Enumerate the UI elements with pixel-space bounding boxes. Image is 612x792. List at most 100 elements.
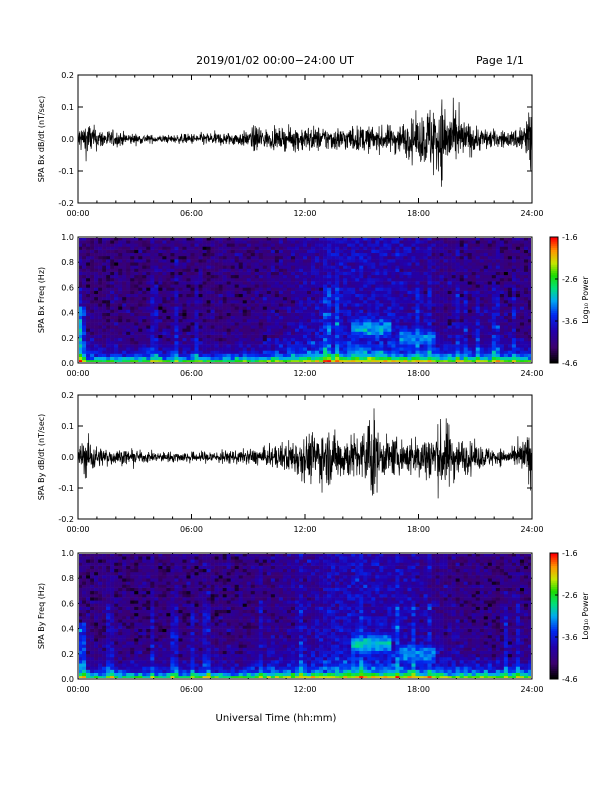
spectrogram-cell bbox=[246, 281, 252, 285]
spectrogram-cell bbox=[262, 284, 268, 288]
spectrogram-cell bbox=[487, 331, 493, 335]
spectrogram-cell bbox=[206, 318, 211, 323]
spectrogram-cell bbox=[166, 249, 171, 254]
spectrogram-cell bbox=[98, 356, 103, 361]
spectrogram-cell bbox=[375, 246, 380, 250]
spectrogram-cell bbox=[138, 309, 143, 313]
spectrogram-cell bbox=[515, 296, 521, 301]
spectrogram-cell bbox=[114, 249, 119, 254]
spectrogram-cell bbox=[250, 344, 256, 348]
spectrogram-cell bbox=[487, 303, 493, 307]
spectrogram-cell bbox=[290, 268, 296, 272]
spectrogram-cell bbox=[367, 296, 372, 301]
spectrogram-cell bbox=[419, 246, 424, 250]
spectrogram-cell bbox=[339, 271, 344, 276]
spectrogram-cell bbox=[431, 315, 436, 320]
spectrogram-cell bbox=[503, 243, 509, 247]
spectrogram-cell bbox=[82, 293, 87, 298]
spectrogram-cell bbox=[367, 265, 372, 269]
spectrogram-cell bbox=[194, 325, 199, 329]
spectrogram-cell bbox=[375, 340, 380, 345]
spectrogram-cell bbox=[415, 296, 420, 301]
colorbar-cell bbox=[550, 333, 558, 337]
spectrogram-cell bbox=[290, 325, 296, 329]
spectrogram-cell bbox=[475, 265, 481, 269]
spectrogram-cell bbox=[142, 318, 147, 323]
spectrogram-cell bbox=[262, 315, 268, 320]
spectrogram-cell bbox=[242, 265, 248, 269]
spectrogram-cell bbox=[407, 246, 412, 250]
spectrogram-cell bbox=[134, 325, 139, 329]
spectrogram-cell bbox=[359, 322, 364, 326]
spectrogram-cell bbox=[395, 312, 400, 317]
spectrogram-cell bbox=[475, 340, 481, 345]
spectrogram-cell bbox=[507, 328, 513, 332]
spectrogram-cell bbox=[294, 303, 300, 307]
spectrogram-cell bbox=[435, 287, 440, 291]
spectrogram-cell bbox=[419, 322, 424, 326]
spectrogram-cell bbox=[258, 277, 264, 282]
colorbar-cell bbox=[550, 283, 558, 286]
spectrogram-cell bbox=[515, 249, 521, 254]
spectrogram-cell bbox=[238, 300, 244, 304]
spectrogram-cell bbox=[118, 315, 123, 320]
spectrogram-cell bbox=[222, 238, 227, 241]
spectrogram-cell bbox=[162, 243, 167, 247]
spectrogram-cell bbox=[523, 293, 529, 298]
spectrogram-cell bbox=[230, 325, 235, 329]
spectrogram-cell bbox=[479, 268, 485, 272]
spectrogram-cell bbox=[399, 277, 404, 282]
spectrogram-cell bbox=[102, 306, 107, 310]
spectrogram-cell bbox=[411, 325, 416, 329]
spectrogram-cell bbox=[226, 271, 231, 276]
spectrogram-cell bbox=[174, 240, 179, 244]
spectrogram-cell bbox=[254, 293, 260, 298]
spectrogram-cell bbox=[262, 325, 268, 329]
spectrogram-cell bbox=[475, 353, 481, 357]
spectrogram-cell bbox=[319, 334, 324, 339]
spectrogram-cell bbox=[94, 347, 99, 351]
spectrogram-cell bbox=[419, 356, 424, 361]
spectrogram-cell bbox=[154, 359, 159, 362]
spectrogram-cell bbox=[222, 284, 227, 288]
spectrogram-cell bbox=[286, 328, 292, 332]
spectrogram-cell bbox=[158, 274, 163, 279]
spectrogram-cell bbox=[262, 290, 268, 294]
spectrogram-cell bbox=[234, 281, 240, 285]
spectrogram-cell bbox=[254, 262, 260, 266]
spectrogram-cell bbox=[467, 252, 473, 257]
spectrogram-cell bbox=[523, 287, 529, 291]
spectrogram-cell bbox=[343, 309, 348, 313]
spectrogram-cell bbox=[218, 293, 223, 298]
spectrogram-cell bbox=[82, 287, 87, 291]
spectrogram-cell bbox=[230, 287, 235, 291]
spectrogram-cell bbox=[146, 334, 151, 339]
spectrogram-cell bbox=[274, 274, 280, 279]
spectrogram-cell bbox=[511, 259, 517, 263]
spectrogram-cell bbox=[230, 274, 235, 279]
spectrogram-cell bbox=[375, 240, 380, 244]
spectrogram-cell bbox=[102, 344, 107, 348]
spectrogram-cell bbox=[126, 350, 131, 354]
spectrogram-cell bbox=[327, 268, 332, 272]
spectrogram-cell bbox=[423, 318, 428, 323]
colorbar-cell bbox=[550, 249, 558, 253]
spectrogram-cell bbox=[395, 322, 400, 326]
spectrogram-cell bbox=[343, 318, 348, 323]
spectrogram-cell bbox=[154, 331, 159, 335]
spectrogram-cell bbox=[367, 287, 372, 291]
spectrogram-cell bbox=[395, 350, 400, 354]
spectrogram-cell bbox=[479, 309, 485, 313]
spectrogram-cell bbox=[371, 240, 376, 244]
spectrogram-cell bbox=[515, 303, 521, 307]
spectrogram-cell bbox=[146, 337, 151, 342]
spectrogram-cell bbox=[319, 293, 324, 298]
spectrogram-cell bbox=[226, 274, 231, 279]
spectrogram-cell bbox=[371, 281, 376, 285]
spectrogram-cell bbox=[439, 274, 444, 279]
colorbar-tick-label: -4.6 bbox=[562, 359, 578, 368]
spectrogram-cell bbox=[202, 303, 207, 307]
spectrogram-cell bbox=[274, 262, 280, 266]
spectrogram-cell bbox=[186, 325, 191, 329]
